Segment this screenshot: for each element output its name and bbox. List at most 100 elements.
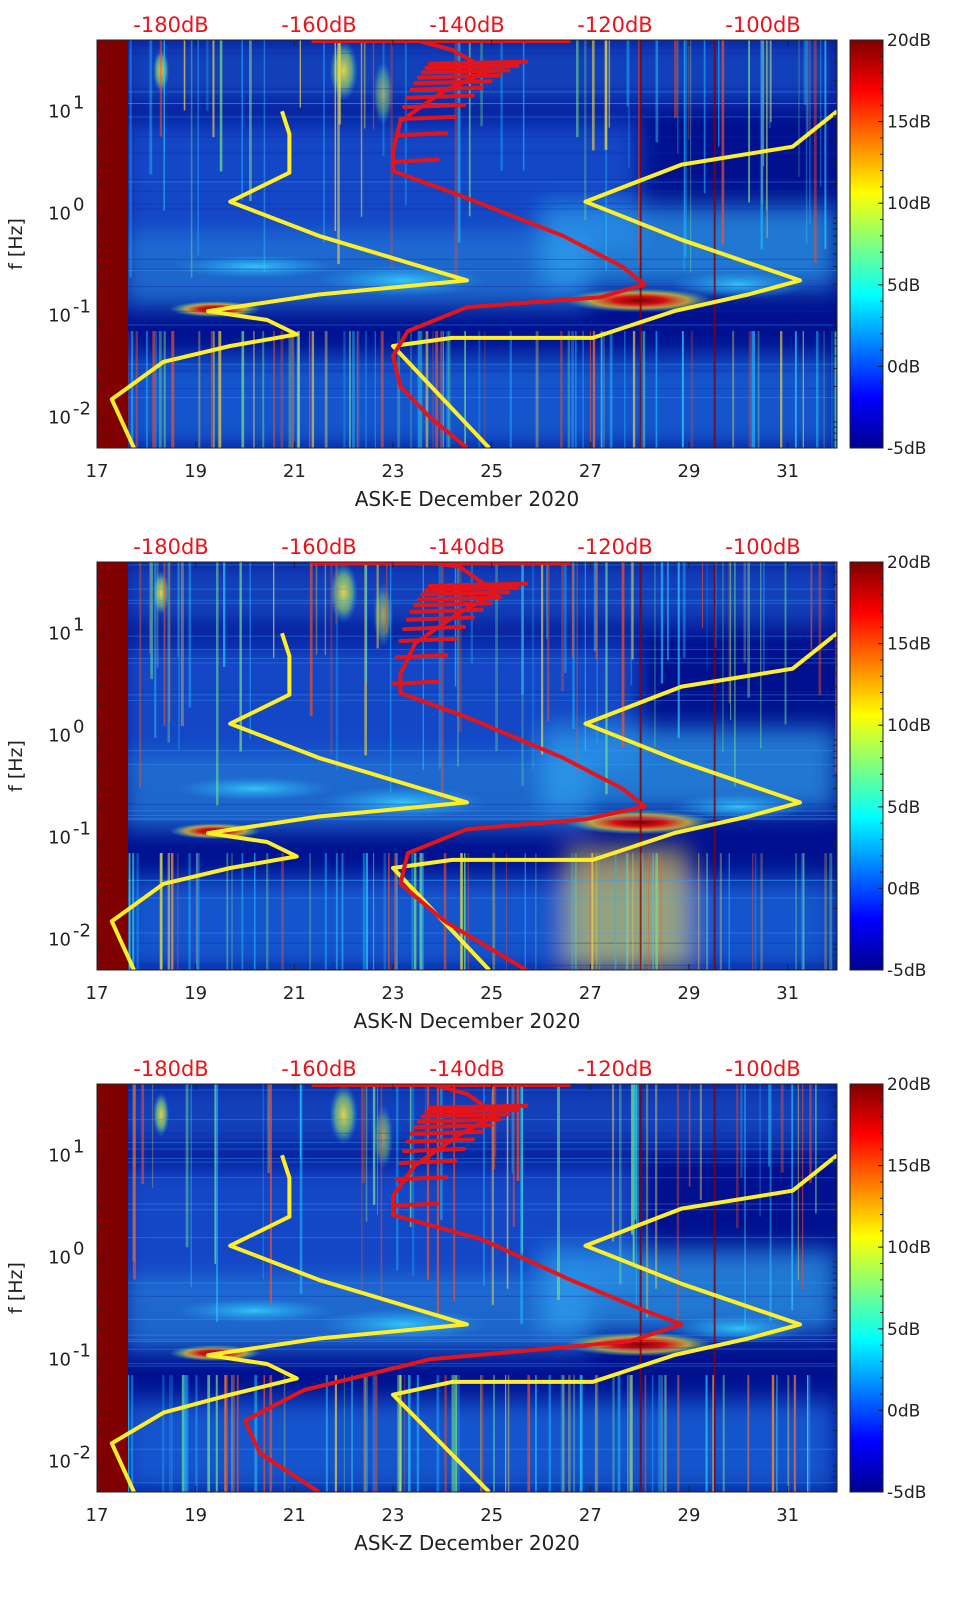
transient-streak <box>241 853 244 970</box>
colorbar-tick-label: 20dB <box>887 31 931 51</box>
transient-streak <box>703 40 706 194</box>
transient-streak <box>188 853 191 970</box>
transient-streak <box>617 1375 621 1492</box>
x-axis: 17 19 21 23 25 27 29 31 <box>86 562 799 1004</box>
transient-streak <box>263 1375 266 1492</box>
transient-streak <box>621 562 625 748</box>
transient-streak <box>136 853 139 970</box>
transient-streak <box>801 1084 804 1290</box>
x-tick-label: 23 <box>382 1505 405 1526</box>
transient-streak <box>468 40 471 217</box>
transient-streak <box>589 331 591 448</box>
transient-streak <box>343 331 346 448</box>
transient-streak <box>491 1084 494 1306</box>
y-tick-exponent: -2 <box>73 920 91 941</box>
transient-streak <box>439 1084 443 1220</box>
transient-streak <box>149 40 153 175</box>
transient-streak <box>410 331 412 448</box>
transient-streak <box>149 562 151 654</box>
transient-streak <box>352 331 355 448</box>
transient-streak <box>813 40 817 263</box>
transient-streak <box>364 331 367 448</box>
spectral-line <box>126 819 837 821</box>
transient-streak <box>365 853 369 970</box>
spectral-line <box>126 178 837 180</box>
x-tick-label: 21 <box>283 983 306 1004</box>
transient-streak <box>356 331 359 448</box>
transient-streak <box>467 853 470 970</box>
spectral-line <box>126 190 837 192</box>
transient-streak <box>436 1375 440 1492</box>
top-db-label: -140dB <box>429 535 504 559</box>
transient-streak <box>440 331 442 448</box>
transient-streak <box>231 853 233 970</box>
spectral-line <box>126 1295 837 1297</box>
transient-streak <box>560 1375 564 1492</box>
colorbar-tick-label: 10dB <box>887 716 931 736</box>
colorbar-tick-label: -5dB <box>887 961 926 981</box>
transient-streak <box>181 1375 184 1492</box>
transient-streak <box>236 1375 239 1492</box>
spectral-line <box>126 932 837 934</box>
transient-streak <box>760 853 763 970</box>
transient-streak <box>705 1375 708 1492</box>
transient-streak <box>337 40 340 265</box>
transient-streak <box>197 40 199 256</box>
transient-streak <box>480 1375 482 1492</box>
transient-streak <box>325 1375 328 1492</box>
spectral-line <box>126 1203 837 1205</box>
transient-streak <box>420 331 423 448</box>
spectral-line <box>126 363 837 365</box>
transient-streak <box>129 40 132 278</box>
transient-streak <box>380 331 384 448</box>
y-tick-exponent: 0 <box>73 1238 84 1259</box>
transient-streak <box>681 331 684 448</box>
y-tick-label: 10 <box>48 407 71 428</box>
x-axis: 17 19 21 23 25 27 29 31 <box>86 40 799 482</box>
psd-top-bar <box>311 562 571 565</box>
transient-streak <box>169 562 171 722</box>
y-tick-exponent: -2 <box>73 398 91 419</box>
spectral-line <box>126 269 837 271</box>
transient-streak <box>372 1375 375 1492</box>
psd-comb-finger <box>398 636 458 643</box>
transient-streak <box>446 331 449 448</box>
transient-streak <box>139 562 142 789</box>
spectral-line <box>126 369 837 371</box>
transient-streak <box>626 1375 629 1492</box>
spectral-line <box>126 102 837 104</box>
transient-streak <box>605 40 607 271</box>
transient-streak <box>299 40 301 108</box>
psd-comb-finger <box>405 615 475 622</box>
transient-streak <box>151 1084 154 1188</box>
spectral-line <box>126 694 837 696</box>
spectral-line <box>126 1141 837 1143</box>
data-gap-band <box>97 562 128 970</box>
transient-streak <box>747 1375 750 1492</box>
colorbar: 20dB 15dB 10dB 5dB 0dB -5dB <box>849 1075 931 1503</box>
psd-comb-finger <box>398 114 458 121</box>
transient-streak <box>163 562 166 726</box>
y-tick-label: 10 <box>48 827 71 848</box>
transient-streak <box>794 331 797 448</box>
transient-streak <box>188 562 192 708</box>
transient-streak <box>701 562 704 629</box>
spectral-line <box>126 803 837 805</box>
transient-streak <box>818 562 822 696</box>
transient-streak <box>351 1375 353 1492</box>
transient-streak <box>571 331 575 448</box>
transient-streak <box>802 331 804 448</box>
transient-streak <box>358 331 360 448</box>
transient-streak <box>169 1375 171 1492</box>
psd-comb-finger <box>394 131 449 138</box>
transient-streak <box>593 562 597 652</box>
transient-streak <box>150 562 153 674</box>
transient-streak <box>768 1084 770 1167</box>
transient-streak <box>652 853 654 970</box>
transient-streak <box>793 1375 796 1492</box>
transient-streak <box>419 853 423 970</box>
transient-streak <box>290 331 293 448</box>
x-tick-label: 23 <box>382 461 405 482</box>
psd-comb-finger <box>416 73 502 80</box>
transient-streak <box>130 331 134 448</box>
